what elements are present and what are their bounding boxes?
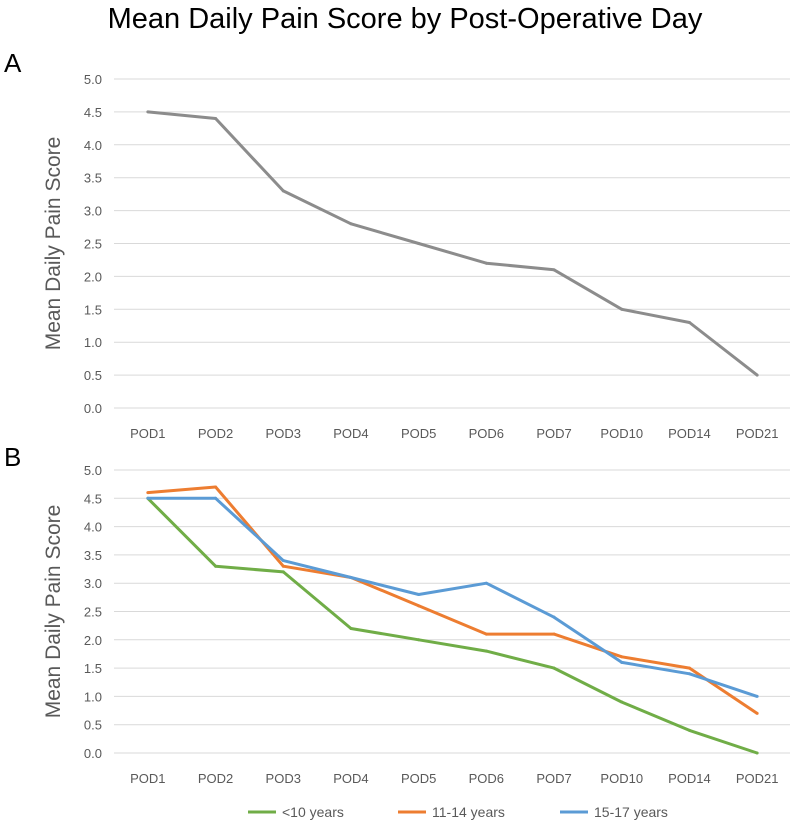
x-tick-label: POD4 [333, 771, 368, 786]
y-tick-label: 1.0 [84, 689, 102, 704]
data-point [755, 373, 759, 377]
y-tick-label: 2.0 [84, 269, 102, 284]
panel-label: B [4, 442, 21, 472]
x-tick-label: POD6 [469, 771, 504, 786]
data-point [484, 261, 488, 265]
y-axis-label: Mean Daily Pain Score [42, 505, 65, 719]
x-tick-label: POD10 [600, 426, 643, 441]
x-tick-label: POD3 [266, 771, 301, 786]
y-tick-label: 2.0 [84, 633, 102, 648]
data-point [484, 632, 488, 636]
series-line [146, 497, 758, 755]
data-point [552, 268, 556, 272]
y-tick-label: 3.0 [84, 576, 102, 591]
x-tick-label: POD5 [401, 426, 436, 441]
x-tick-label: POD14 [668, 771, 711, 786]
data-point [417, 638, 421, 642]
y-tick-label: 3.5 [84, 171, 102, 186]
x-tick-label: POD10 [600, 771, 643, 786]
legend-label: <10 years [282, 804, 344, 820]
data-point [281, 570, 285, 574]
data-point [349, 626, 353, 630]
x-tick-label: POD2 [198, 426, 233, 441]
data-point [214, 564, 218, 568]
y-tick-label: 2.5 [84, 237, 102, 252]
y-tick-label: 3.5 [84, 548, 102, 563]
data-point [687, 728, 691, 732]
x-tick-label: POD1 [130, 426, 165, 441]
data-point [552, 632, 556, 636]
data-point [687, 672, 691, 676]
data-point [349, 576, 353, 580]
y-tick-label: 4.0 [84, 520, 102, 535]
panel-label: A [4, 48, 22, 78]
data-point [687, 666, 691, 670]
data-point [417, 242, 421, 245]
x-tick-label: POD4 [333, 426, 368, 441]
data-point [146, 496, 150, 500]
panel-b: B Mean Daily Pain Score 0.0 0.5 1.0 1.5 2.0 2.5… [4, 442, 790, 820]
data-point [620, 655, 624, 659]
data-point [687, 320, 691, 324]
data-point [146, 110, 150, 114]
x-tick-label: POD21 [736, 426, 779, 441]
legend-label: 11-14 years [432, 804, 505, 820]
data-point [620, 660, 624, 664]
y-tick-label: 4.5 [84, 491, 102, 506]
x-tick-label: POD6 [469, 426, 504, 441]
y-axis-label: Mean Daily Pain Score [42, 137, 65, 351]
data-point [552, 666, 556, 670]
y-tick-label: 0.5 [84, 368, 102, 383]
series-line [147, 110, 759, 377]
data-point [620, 307, 624, 311]
data-point [214, 485, 218, 489]
x-tick-label: POD2 [198, 771, 233, 786]
y-tick-label: 5.0 [84, 463, 102, 478]
x-tick-label: POD7 [536, 426, 571, 441]
y-tick-label: 0.0 [84, 401, 102, 416]
data-point [484, 581, 488, 585]
y-tick-label: 5.0 [84, 72, 102, 87]
data-point [349, 222, 353, 226]
data-point [755, 694, 759, 698]
panel-a: A Mean Daily Pain Score 0.0 0.5 1.0 1.5 2.0 2.5… [4, 48, 790, 441]
y-tick-label: 0.0 [84, 746, 102, 761]
y-tick-label: 2.5 [84, 605, 102, 620]
data-point [214, 116, 218, 120]
series-line [147, 485, 758, 715]
y-tick-label: 4.0 [84, 138, 102, 153]
x-tick-label: POD1 [130, 771, 165, 786]
x-tick-label: POD5 [401, 771, 436, 786]
x-tick-label: POD7 [536, 771, 571, 786]
y-tick-label: 1.5 [84, 661, 102, 676]
y-tick-label: 1.0 [84, 335, 102, 350]
data-point [281, 564, 285, 568]
y-tick-label: 3.0 [84, 204, 102, 219]
data-point [146, 491, 150, 495]
data-point [755, 711, 759, 715]
x-tick-label: POD21 [736, 771, 779, 786]
x-tick-label: POD14 [668, 426, 711, 441]
y-tick-label: 0.5 [84, 718, 102, 733]
series-line [147, 496, 758, 698]
data-point [281, 189, 285, 193]
data-point [214, 496, 218, 500]
legend-label: 15-17 years [594, 804, 668, 820]
data-point [484, 649, 488, 653]
data-point [417, 593, 421, 597]
y-tick-label: 4.5 [84, 105, 102, 120]
data-point [755, 751, 759, 755]
chart-title: Mean Daily Pain Score by Post-Operative … [108, 3, 703, 35]
data-point [417, 604, 421, 608]
data-point [552, 615, 556, 619]
data-point [281, 559, 285, 563]
x-tick-label: POD3 [266, 426, 301, 441]
y-tick-label: 1.5 [84, 302, 102, 317]
data-point [620, 700, 624, 704]
